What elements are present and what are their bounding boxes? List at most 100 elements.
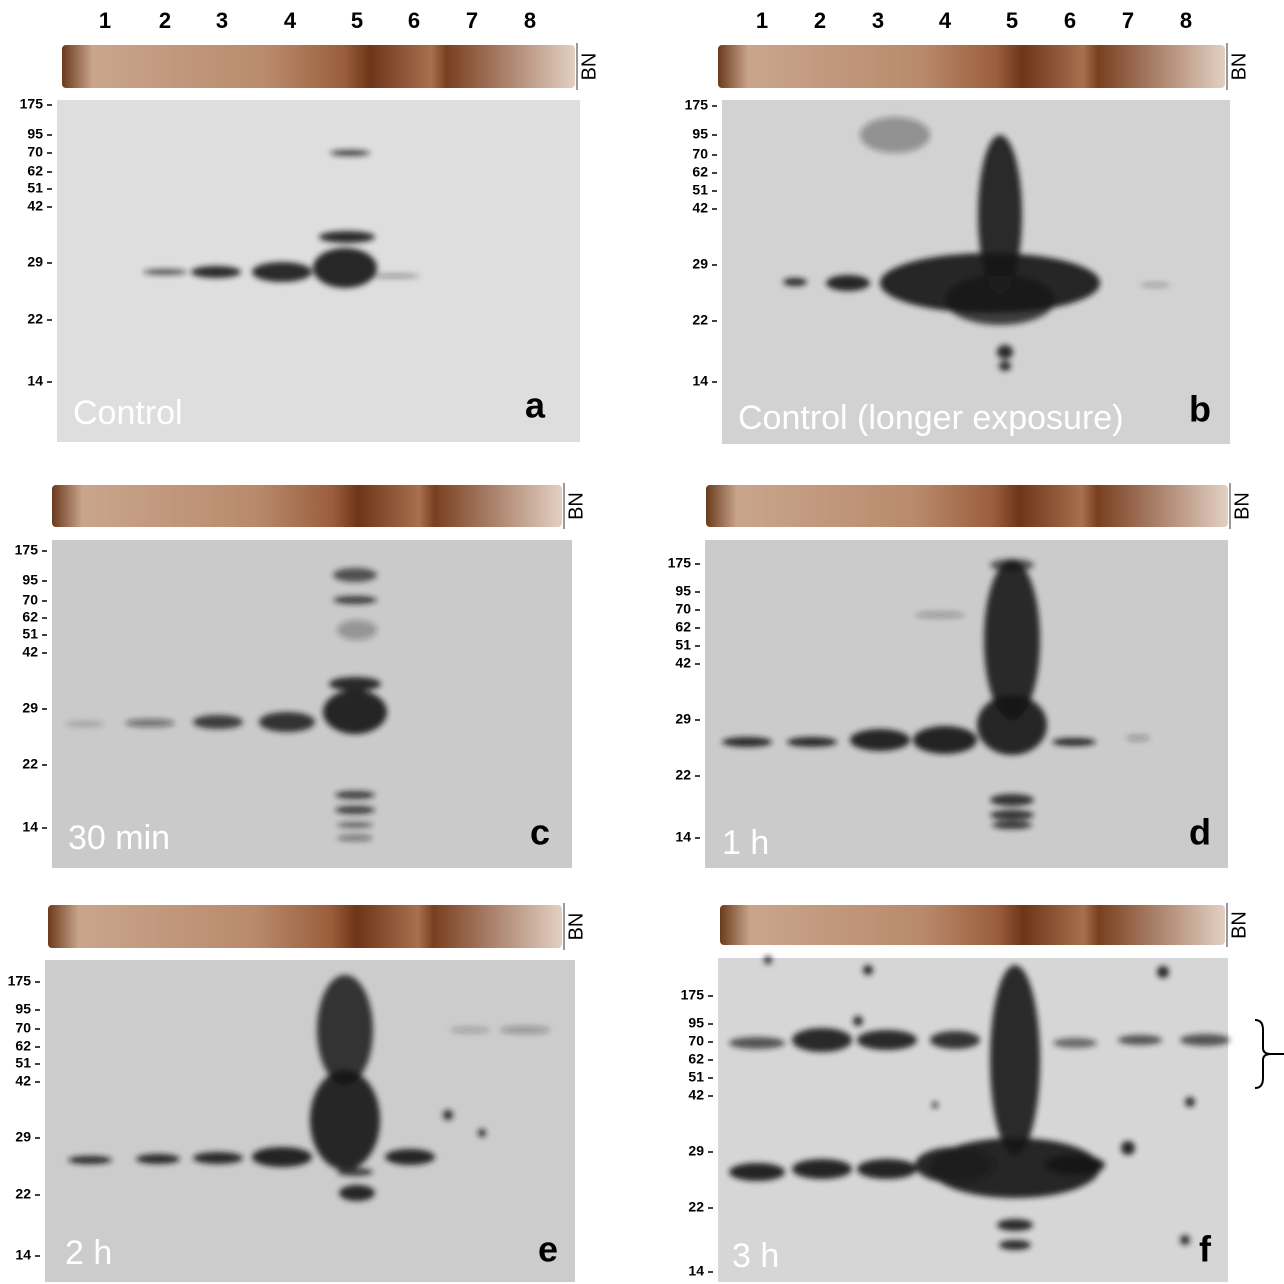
band — [792, 1159, 852, 1179]
band — [930, 1031, 980, 1049]
band — [850, 729, 910, 751]
bn-strip — [62, 45, 575, 88]
marker-label: 95 — [692, 126, 708, 142]
condition-label: Control (longer exposure) — [738, 399, 1124, 437]
lane-number: 2 — [159, 8, 171, 33]
strip-label: BN — [578, 53, 600, 81]
marker-label: 22 — [27, 311, 43, 327]
band — [863, 965, 873, 975]
panel-letter: d — [1189, 812, 1211, 853]
band — [932, 1102, 938, 1108]
lane-number: 4 — [939, 8, 952, 33]
band — [319, 231, 375, 243]
band — [337, 620, 377, 640]
band — [990, 794, 1034, 806]
marker-label: 22 — [688, 1199, 704, 1215]
band — [997, 1219, 1033, 1231]
band — [1126, 735, 1150, 741]
band — [337, 835, 373, 841]
marker-label: 62 — [27, 163, 43, 179]
marker-label: 95 — [688, 1015, 704, 1031]
figure: 1234567812345678BN1759570625142292214Con… — [0, 0, 1284, 1284]
lane-number: 1 — [756, 8, 768, 33]
band — [317, 975, 373, 1085]
marker-label: 14 — [22, 819, 38, 835]
marker-label: 70 — [27, 144, 43, 160]
marker-label: 175 — [15, 542, 39, 558]
marker-label: 14 — [675, 829, 691, 845]
marker-label: 29 — [688, 1143, 704, 1159]
marker-label: 175 — [681, 987, 705, 1003]
marker-label: 42 — [692, 200, 708, 216]
panel-letter: c — [530, 812, 550, 853]
band — [783, 278, 807, 286]
band — [990, 559, 1034, 571]
marker-label: 70 — [22, 592, 38, 608]
marker-label: 22 — [15, 1186, 31, 1202]
band — [143, 269, 187, 275]
band — [252, 262, 312, 282]
marker-label: 29 — [27, 254, 43, 270]
band — [1180, 1235, 1190, 1245]
strip-label: BN — [565, 492, 587, 520]
lane-number: 3 — [216, 8, 228, 33]
band — [1045, 1155, 1105, 1175]
marker-label: 70 — [675, 601, 691, 617]
panel-letter: a — [525, 385, 546, 426]
marker-label: 22 — [22, 756, 38, 772]
lane-number: 7 — [1122, 8, 1134, 33]
band — [913, 726, 977, 754]
band — [1053, 1038, 1097, 1048]
marker-label: 14 — [692, 373, 708, 389]
band — [915, 612, 965, 618]
bn-strip — [720, 905, 1225, 945]
panel-letter: b — [1189, 389, 1211, 430]
bn-strip — [48, 905, 562, 948]
band — [193, 715, 243, 729]
lane-number: 2 — [814, 8, 826, 33]
condition-label: 2 h — [65, 1234, 112, 1272]
marker-label: 42 — [15, 1073, 31, 1089]
marker-label: 22 — [675, 767, 691, 783]
marker-label: 42 — [22, 644, 38, 660]
band — [787, 737, 837, 747]
marker-label: 62 — [15, 1038, 31, 1054]
band — [990, 810, 1034, 820]
marker-label: 51 — [675, 637, 691, 653]
band — [443, 1110, 453, 1120]
band — [323, 690, 387, 734]
lane-number: 5 — [351, 8, 363, 33]
marker-label: 14 — [688, 1263, 704, 1279]
lane-number: 6 — [408, 8, 420, 33]
band — [997, 345, 1013, 359]
band — [1140, 283, 1170, 287]
band — [136, 1154, 180, 1164]
band — [259, 712, 315, 732]
band — [313, 248, 377, 288]
blot — [705, 540, 1228, 868]
strip-label: BN — [1228, 53, 1250, 81]
band — [978, 135, 1022, 295]
band — [792, 1028, 852, 1052]
band — [330, 150, 370, 156]
band — [857, 1030, 917, 1050]
band — [478, 1129, 486, 1137]
bracket — [1255, 1020, 1271, 1088]
band — [945, 275, 1055, 325]
marker-label: 70 — [688, 1033, 704, 1049]
band — [729, 1163, 785, 1181]
band — [500, 1026, 550, 1034]
marker-label: 29 — [15, 1129, 31, 1145]
band — [1185, 1097, 1195, 1107]
band — [335, 806, 375, 814]
marker-label: 95 — [675, 583, 691, 599]
lane-number: 6 — [1064, 8, 1076, 33]
marker-label: 70 — [692, 146, 708, 162]
band — [337, 822, 373, 828]
strip-label: BN — [1228, 911, 1250, 939]
marker-label: 22 — [692, 312, 708, 328]
band — [252, 1147, 312, 1167]
band — [722, 737, 772, 747]
marker-label: 62 — [688, 1051, 704, 1067]
marker-label: 42 — [675, 655, 691, 671]
